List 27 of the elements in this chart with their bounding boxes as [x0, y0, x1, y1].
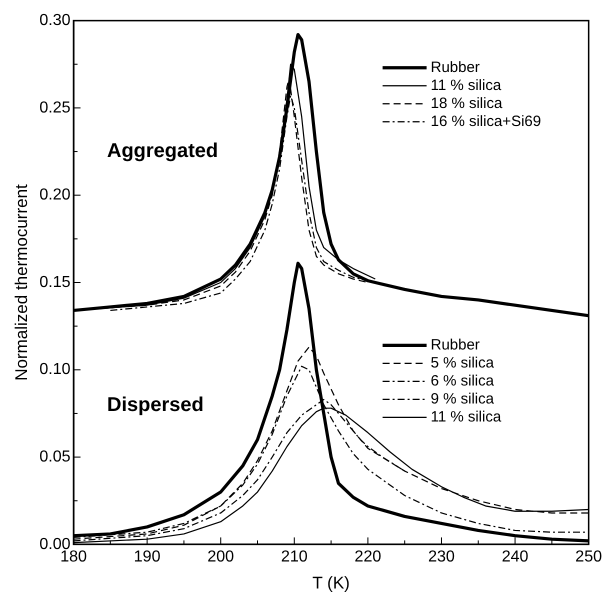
y-tick-label: 0.30	[39, 12, 71, 30]
x-tick-label: 210	[280, 548, 308, 566]
y-tick-label: 0.20	[39, 186, 71, 204]
x-tick-label: 190	[134, 548, 161, 566]
x-tick-label: 220	[354, 548, 382, 566]
legend-label: 18 % silica	[430, 94, 503, 112]
annotation: Dispersed	[107, 394, 204, 416]
legend-label: 5 % silica	[430, 354, 495, 372]
annotation: Aggregated	[107, 140, 218, 162]
y-tick-label: 0.25	[39, 99, 71, 116]
x-tick-label: 250	[575, 548, 602, 566]
y-tick-label: 0.15	[39, 274, 71, 291]
x-tick-label: 240	[502, 548, 529, 566]
y-tick-label: 0.05	[39, 448, 71, 466]
legend-label: 6 % silica	[430, 372, 495, 390]
x-tick-label: 200	[207, 548, 234, 566]
legend-label: Rubber	[430, 58, 480, 76]
legend-label: 11 % silica	[430, 76, 502, 94]
legend-label: 11 % silica	[430, 408, 502, 426]
legend-label: 9 % silica	[430, 390, 495, 408]
y-axis-title: Normalized thermocurrent	[12, 184, 31, 381]
legend-label: 16 % silica+Si69	[430, 112, 542, 130]
y-tick-label: 0.10	[39, 361, 71, 378]
legend-label: Rubber	[430, 336, 480, 354]
x-tick-label: 230	[428, 548, 455, 566]
x-axis-title: T (K)	[312, 573, 350, 592]
x-tick-label: 180	[60, 548, 87, 566]
